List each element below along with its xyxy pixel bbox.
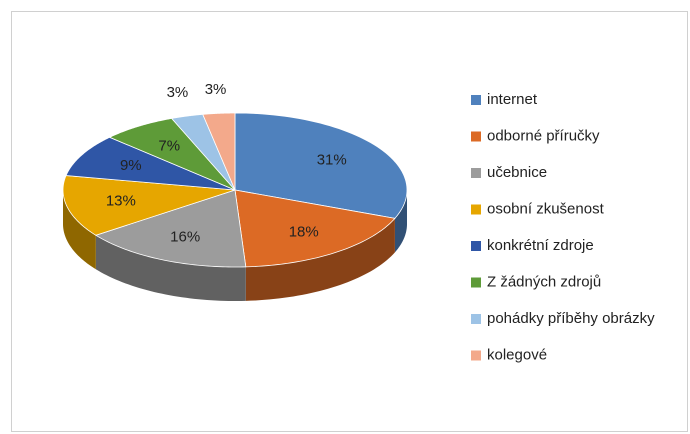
legend-swatch	[471, 95, 481, 105]
legend-swatch	[471, 277, 481, 288]
legend-label: odborné příručky	[487, 127, 600, 144]
data-label: 13%	[106, 192, 136, 209]
legend-swatch	[471, 241, 481, 251]
legend-swatch	[471, 350, 481, 361]
legend-label: učebnice	[487, 164, 547, 181]
data-label: 9%	[120, 157, 142, 174]
slice-side	[63, 190, 96, 270]
legend-label: Z žádných zdrojů	[487, 273, 601, 290]
slice	[62, 175, 236, 236]
legend-label: pohádky příběhy obrázky	[487, 310, 655, 327]
legend-label: internet	[487, 91, 538, 108]
legend-swatch	[471, 204, 481, 215]
data-label: 31%	[317, 152, 347, 169]
legend-label: konkrétní zdroje	[487, 237, 594, 254]
data-label: 18%	[289, 223, 319, 240]
legend-swatch	[471, 168, 481, 178]
slice-side	[245, 218, 395, 301]
data-label: 7%	[158, 138, 180, 155]
data-label: 16%	[170, 228, 200, 245]
slice	[108, 117, 236, 191]
legend-label: kolegové	[487, 346, 547, 363]
slice	[170, 113, 236, 191]
slice	[65, 136, 236, 191]
legend-label: osobní zkušenost	[487, 200, 605, 217]
slice-side	[95, 235, 246, 301]
slice-side	[394, 190, 407, 253]
legend-swatch	[471, 131, 481, 142]
slice	[234, 189, 396, 268]
slice	[234, 112, 408, 219]
legend-swatch	[471, 314, 481, 324]
slice	[202, 112, 236, 191]
slice	[94, 189, 247, 268]
data-label: 3%	[167, 84, 189, 101]
data-label: 3%	[205, 81, 227, 98]
